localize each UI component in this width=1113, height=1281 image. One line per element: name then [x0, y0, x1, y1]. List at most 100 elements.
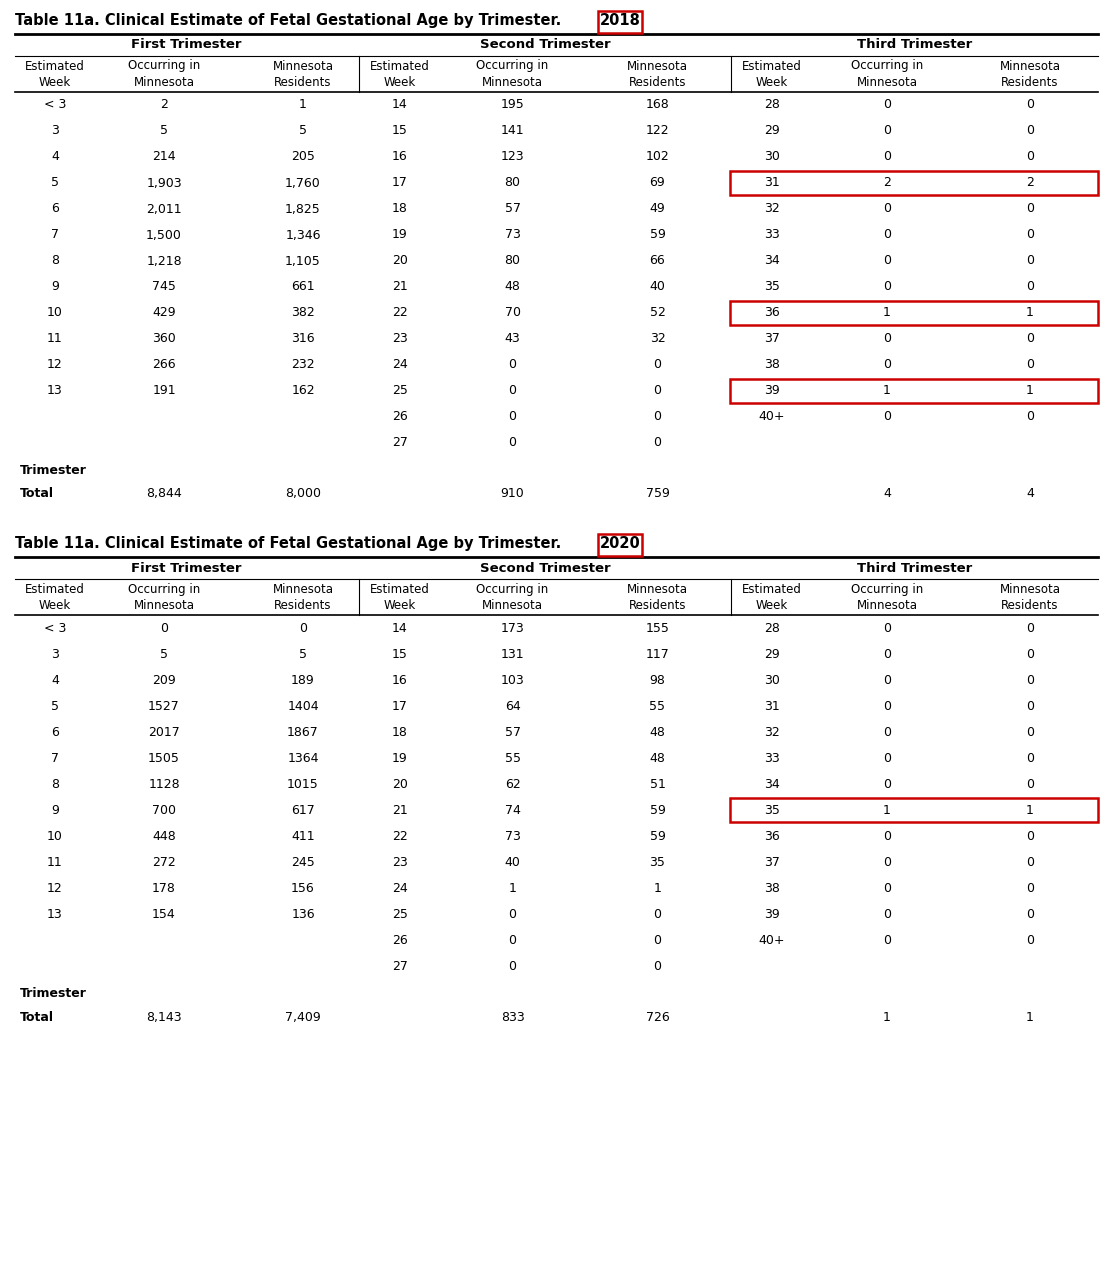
Bar	[730, 301, 1099, 325]
Text: 27: 27	[392, 437, 408, 450]
Text: 30: 30	[764, 150, 780, 164]
Bar	[598, 12, 642, 33]
Text: 0: 0	[1026, 99, 1034, 111]
Text: 0: 0	[299, 621, 307, 635]
Text: 10: 10	[47, 830, 63, 843]
Text: 39: 39	[765, 908, 780, 921]
Text: 0: 0	[653, 384, 661, 397]
Text: 155: 155	[646, 621, 669, 635]
Text: 25: 25	[392, 908, 408, 921]
Text: 7: 7	[51, 752, 59, 765]
Text: 214: 214	[152, 150, 176, 164]
Text: 429: 429	[152, 306, 176, 319]
Text: Estimated
Week: Estimated Week	[26, 583, 85, 612]
Text: Occurring in
Minnesota: Occurring in Minnesota	[128, 59, 200, 88]
Text: 24: 24	[392, 881, 407, 895]
Text: 98: 98	[650, 674, 666, 687]
Text: 0: 0	[1026, 150, 1034, 164]
Text: 156: 156	[292, 881, 315, 895]
Text: 123: 123	[501, 150, 524, 164]
Text: 272: 272	[152, 856, 176, 869]
Text: Minnesota
Residents: Minnesota Residents	[999, 583, 1061, 612]
Text: 0: 0	[883, 281, 892, 293]
Text: 0: 0	[1026, 359, 1034, 371]
Text: 5: 5	[160, 124, 168, 137]
Text: 32: 32	[765, 726, 780, 739]
Text: 0: 0	[1026, 621, 1034, 635]
Text: 59: 59	[650, 804, 666, 817]
Text: 57: 57	[504, 202, 521, 215]
Text: 8,143: 8,143	[146, 1011, 181, 1024]
Text: 122: 122	[646, 124, 669, 137]
Text: 22: 22	[392, 830, 407, 843]
Text: 0: 0	[1026, 726, 1034, 739]
Text: 0: 0	[883, 621, 892, 635]
Text: Occurring in
Minnesota: Occurring in Minnesota	[850, 59, 923, 88]
Text: 0: 0	[883, 228, 892, 242]
Text: 1867: 1867	[287, 726, 319, 739]
Text: 7: 7	[51, 228, 59, 242]
Text: 22: 22	[392, 306, 407, 319]
Text: 191: 191	[152, 384, 176, 397]
Text: 0: 0	[1026, 908, 1034, 921]
Text: 0: 0	[1026, 281, 1034, 293]
Text: Second Trimester: Second Trimester	[480, 38, 610, 51]
Text: 0: 0	[1026, 674, 1034, 687]
Text: 0: 0	[653, 908, 661, 921]
Text: 189: 189	[292, 674, 315, 687]
Text: 1015: 1015	[287, 778, 319, 790]
Text: 700: 700	[152, 804, 176, 817]
Text: 5: 5	[51, 699, 59, 714]
Text: < 3: < 3	[43, 621, 66, 635]
Text: 17: 17	[392, 177, 408, 190]
Text: 80: 80	[504, 177, 521, 190]
Text: Total: Total	[20, 1011, 55, 1024]
Text: 36: 36	[765, 830, 780, 843]
Text: 73: 73	[504, 228, 521, 242]
Text: 52: 52	[650, 306, 666, 319]
Text: Trimester: Trimester	[20, 464, 87, 477]
Text: Occurring in
Minnesota: Occurring in Minnesota	[850, 583, 923, 612]
Text: 48: 48	[650, 726, 666, 739]
Text: 13: 13	[47, 384, 62, 397]
Bar	[730, 798, 1099, 822]
Text: 18: 18	[392, 202, 408, 215]
Text: 35: 35	[764, 281, 780, 293]
Text: 0: 0	[883, 699, 892, 714]
Text: 40: 40	[650, 281, 666, 293]
Text: Estimated
Week: Estimated Week	[370, 59, 430, 88]
Text: 12: 12	[47, 359, 62, 371]
Text: 0: 0	[653, 359, 661, 371]
Text: 1: 1	[1026, 306, 1034, 319]
Text: 154: 154	[152, 908, 176, 921]
Text: 16: 16	[392, 150, 407, 164]
Text: 38: 38	[764, 359, 780, 371]
Text: 0: 0	[653, 934, 661, 947]
Text: 73: 73	[504, 830, 521, 843]
Text: 1: 1	[1026, 1011, 1034, 1024]
Text: 2,011: 2,011	[146, 202, 181, 215]
Text: First Trimester: First Trimester	[131, 38, 242, 51]
Text: 1: 1	[883, 804, 890, 817]
Text: 55: 55	[650, 699, 666, 714]
Text: 51: 51	[650, 778, 666, 790]
Text: 20: 20	[392, 778, 408, 790]
Text: 1404: 1404	[287, 699, 318, 714]
Text: 195: 195	[501, 99, 524, 111]
Text: 4: 4	[51, 674, 59, 687]
Text: 833: 833	[501, 1011, 524, 1024]
Text: Minnesota
Residents: Minnesota Residents	[999, 59, 1061, 88]
Text: 0: 0	[1026, 228, 1034, 242]
Text: 0: 0	[883, 830, 892, 843]
Text: 4: 4	[1026, 487, 1034, 501]
Text: 5: 5	[299, 648, 307, 661]
Text: 178: 178	[152, 881, 176, 895]
Text: 29: 29	[765, 648, 780, 661]
Text: Minnesota
Residents: Minnesota Residents	[627, 583, 688, 612]
Text: 0: 0	[1026, 778, 1034, 790]
Text: 448: 448	[152, 830, 176, 843]
Text: 5: 5	[51, 177, 59, 190]
Text: 102: 102	[646, 150, 669, 164]
Text: 33: 33	[765, 752, 780, 765]
Text: 14: 14	[392, 99, 407, 111]
